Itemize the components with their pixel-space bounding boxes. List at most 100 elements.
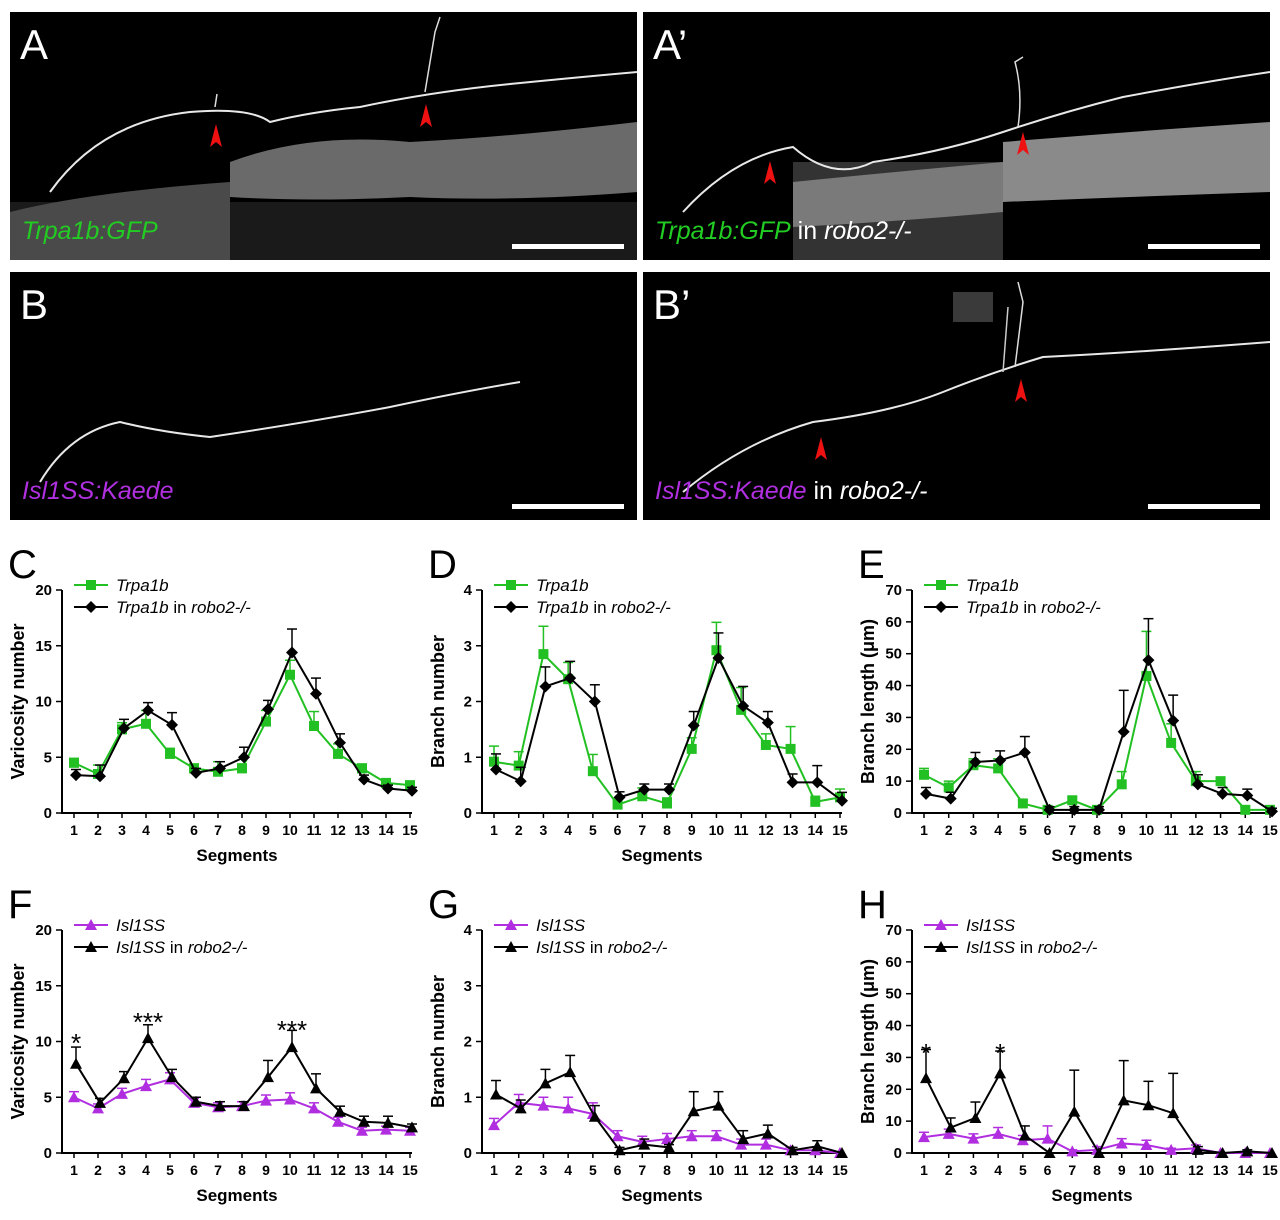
data-point (214, 762, 226, 775)
legend-entry: Isl1SS in robo2-/- (966, 938, 1098, 957)
x-tick-label: 9 (688, 1162, 696, 1178)
data-point (358, 773, 370, 786)
legend-entry: Isl1SS (116, 916, 166, 935)
x-axis-label: Segments (621, 846, 702, 865)
data-point (1017, 798, 1028, 809)
data-point (68, 1091, 80, 1103)
x-tick-label: 6 (1044, 822, 1052, 838)
data-point (1241, 1145, 1254, 1157)
data-point (1216, 787, 1229, 800)
data-point (1142, 654, 1155, 667)
x-tick-label: 15 (1262, 822, 1278, 838)
data-point (1117, 725, 1130, 738)
x-axis-label: Segments (621, 1186, 702, 1205)
data-point (759, 1138, 772, 1150)
data-point (737, 699, 750, 712)
arrowhead-icon (1017, 132, 1029, 155)
x-tick-label: 8 (238, 822, 246, 838)
series-0 (488, 1093, 846, 1158)
x-tick-label: 7 (214, 1162, 222, 1178)
x-tick-label: 1 (920, 1162, 928, 1178)
data-point (1266, 805, 1278, 818)
data-point (1191, 1143, 1204, 1155)
arrowhead-icon (764, 161, 776, 184)
data-point (811, 1140, 824, 1152)
data-point (687, 719, 700, 732)
arrowhead-icon (420, 104, 432, 127)
data-point (539, 1077, 552, 1089)
x-tick-label: 2 (945, 822, 953, 838)
data-point (1116, 779, 1127, 790)
significance-label: *** (277, 1015, 307, 1045)
data-point (262, 1071, 274, 1083)
legend-entry: Trpa1b (116, 576, 169, 595)
data-point (1066, 1145, 1079, 1157)
x-tick-label: 3 (540, 1162, 548, 1178)
x-tick-label: 3 (118, 822, 126, 838)
data-point (405, 780, 415, 791)
series-1 (490, 632, 848, 807)
legend-entry: Trpa1b (536, 576, 589, 595)
data-point (70, 769, 82, 782)
data-point (214, 1100, 226, 1112)
y-tick-label: 0 (464, 1145, 472, 1162)
x-axis-label: Segments (1051, 1186, 1132, 1205)
data-point (919, 769, 929, 780)
data-point (1167, 714, 1180, 727)
data-point (118, 1072, 130, 1084)
data-point (712, 652, 725, 665)
data-point (811, 776, 824, 789)
x-tick-label: 12 (1188, 822, 1204, 838)
y-tick-label: 50 (885, 986, 902, 1003)
data-point (710, 1130, 723, 1142)
data-point (94, 1096, 106, 1108)
x-tick-label: 11 (734, 1162, 749, 1178)
x-tick-label: 7 (638, 1162, 646, 1178)
data-point (1117, 1094, 1130, 1106)
data-point (116, 1087, 128, 1099)
x-tick-label: 14 (378, 822, 394, 838)
x-tick-label: 15 (832, 1162, 848, 1178)
data-point (685, 1130, 698, 1142)
data-point (238, 1100, 250, 1112)
data-point (663, 1141, 675, 1153)
data-point (538, 649, 549, 660)
x-tick-label: 8 (238, 1162, 246, 1178)
arrowhead-icon (210, 124, 222, 147)
y-tick-label: 2 (464, 1034, 472, 1051)
x-tick-label: 4 (564, 822, 572, 838)
x-tick-label: 7 (214, 822, 222, 838)
x-tick-label: 11 (307, 1162, 322, 1178)
data-point (142, 1032, 154, 1044)
data-point (308, 1102, 320, 1114)
x-tick-label: 1 (70, 822, 78, 838)
data-point (505, 941, 517, 952)
data-point (943, 782, 954, 793)
panel-caption: Isl1SS:Kaede (22, 477, 174, 505)
data-point (92, 1102, 104, 1114)
y-tick-label: 40 (885, 678, 902, 695)
x-tick-label: 3 (970, 1162, 978, 1178)
x-tick-label: 13 (783, 822, 799, 838)
x-tick-label: 8 (663, 1162, 671, 1178)
x-tick-label: 12 (1188, 1162, 1204, 1178)
data-point (737, 1133, 750, 1145)
panel-letter: B (20, 281, 49, 328)
data-point (1093, 1147, 1105, 1158)
data-point (1115, 1137, 1128, 1149)
data-point (661, 1133, 673, 1145)
image-panel-A: A Trpa1b:GFP (10, 12, 637, 260)
x-tick-label: 9 (262, 822, 270, 838)
x-tick-label: 13 (354, 822, 370, 838)
legend-entry: Trpa1b (966, 576, 1019, 595)
series-line (923, 672, 1270, 811)
panel-letter: A’ (653, 21, 688, 68)
y-tick-label: 30 (885, 709, 902, 726)
data-point (490, 763, 502, 776)
data-point (334, 1105, 346, 1117)
data-point (735, 1138, 748, 1150)
legend-entry: Trpa1b in robo2-/- (536, 598, 671, 617)
data-point (992, 1127, 1005, 1139)
data-point (310, 1082, 322, 1094)
y-tick-label: 60 (885, 954, 902, 971)
